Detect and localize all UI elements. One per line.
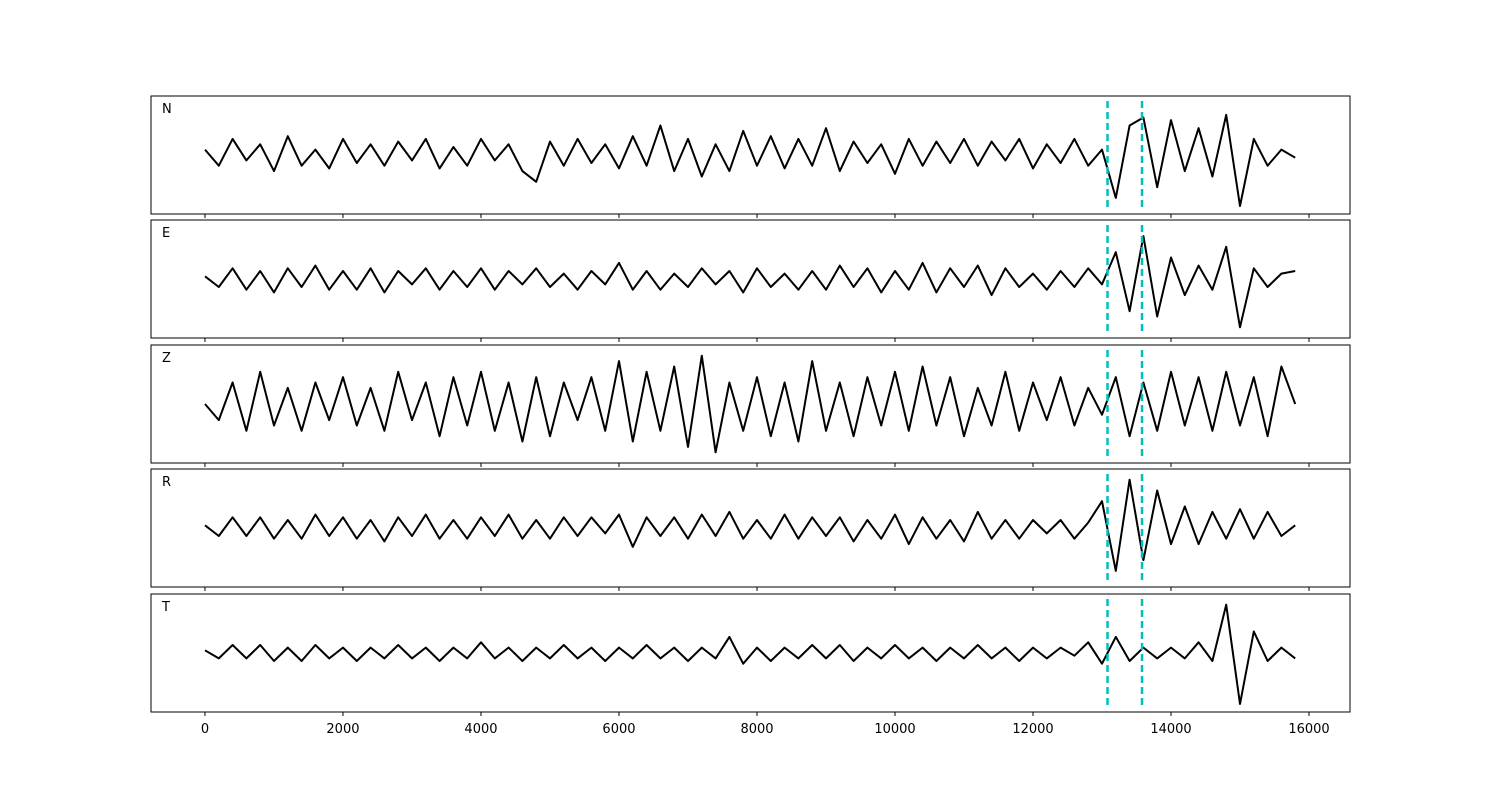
x-tick-label: 16000 [1288, 722, 1329, 737]
panel-label: R [162, 475, 171, 490]
x-tick-label: 8000 [740, 722, 773, 737]
panel-label: T [161, 600, 170, 615]
trace [204, 235, 1296, 329]
panel-label: N [162, 102, 172, 117]
trace [204, 113, 1296, 207]
x-tick-label: 6000 [602, 722, 635, 737]
panel-frame [150, 219, 1351, 339]
panel-label: Z [162, 351, 171, 366]
x-tick-label: 4000 [464, 722, 497, 737]
trace [204, 603, 1296, 705]
panel-frame [150, 593, 1351, 713]
panel-label: E [162, 226, 170, 241]
x-tick-label: 14000 [1150, 722, 1191, 737]
panel-frame [150, 344, 1351, 464]
x-tick-label: 10000 [874, 722, 915, 737]
panel-frame [150, 468, 1351, 588]
x-tick-label: 2000 [326, 722, 359, 737]
trace [204, 354, 1297, 454]
x-tick-label: 12000 [1012, 722, 1053, 737]
trace [204, 478, 1296, 572]
x-tick-label: 0 [201, 722, 209, 737]
panel-frame [150, 95, 1351, 215]
